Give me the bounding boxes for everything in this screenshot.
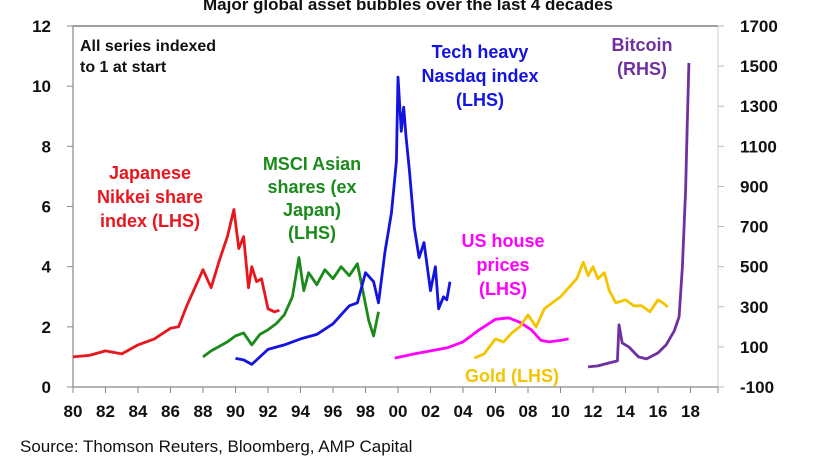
y-right-tick-label: 1100: [740, 137, 777, 156]
series-line-tech-heavy-nasdaq-index-lhs: [235, 75, 452, 366]
x-tick-label: 08: [519, 402, 538, 421]
y-right-tick-label: 1700: [740, 17, 778, 36]
series-line-msci-asian-shares-ex-japan-lhs: [202, 256, 380, 359]
y-right-tick-label: 1300: [740, 97, 778, 116]
x-tick-label: 84: [129, 402, 148, 421]
x-tick-label: 14: [616, 402, 635, 421]
series-line-gold-lhs: [473, 260, 669, 360]
x-tick-label: 00: [389, 402, 408, 421]
x-tick-label: 90: [226, 402, 245, 421]
series-label: (LHS): [456, 90, 504, 110]
y-left-tick-label: 2: [42, 318, 51, 337]
series-label: MSCI Asian: [263, 154, 361, 174]
y-right-tick-label: 500: [740, 258, 768, 277]
x-tick-label: 12: [584, 402, 603, 421]
chart-title: Major global asset bubbles over the last…: [203, 0, 613, 14]
series-label: Gold (LHS): [465, 366, 559, 386]
series-line-us-house-prices-lhs: [394, 316, 569, 360]
series-label: US house: [461, 231, 544, 251]
series-label: Japan): [283, 200, 341, 220]
series-label: shares (ex: [267, 177, 356, 197]
y-right-tick-label: -100: [740, 378, 774, 397]
y-left-tick-label: 4: [42, 258, 52, 277]
axes: 024681012-100100300500700900110013001500…: [32, 17, 778, 421]
y-left-tick-label: 0: [42, 378, 51, 397]
x-tick-label: 96: [324, 402, 343, 421]
series-label: (LHS): [288, 223, 336, 243]
series-lines: [72, 62, 691, 369]
x-tick-label: 98: [356, 402, 375, 421]
y-right-tick-label: 700: [740, 218, 768, 237]
x-tick-label: 94: [291, 402, 310, 421]
series-label: index (LHS): [100, 211, 200, 231]
series-label: Nasdaq index: [421, 66, 538, 86]
series-line-japanese-nikkei-share-index-lhs: [72, 208, 280, 359]
source-note: Source: Thomson Reuters, Bloomberg, AMP …: [20, 437, 412, 456]
y-right-tick-label: 900: [740, 177, 768, 196]
y-right-tick-label: 1500: [740, 57, 778, 76]
x-tick-label: 04: [454, 402, 473, 421]
x-tick-label: 92: [259, 402, 278, 421]
y-left-tick-label: 12: [32, 17, 51, 36]
series-label: Nikkei share: [97, 187, 203, 207]
y-left-tick-label: 6: [42, 198, 51, 217]
series-label: prices: [476, 255, 529, 275]
x-tick-label: 88: [194, 402, 213, 421]
y-left-tick-label: 8: [42, 137, 51, 156]
index-note-line-1: All series indexed: [80, 38, 216, 55]
x-tick-label: 16: [649, 402, 668, 421]
x-tick-label: 82: [96, 402, 115, 421]
series-labels: Japanese Nikkei share index (LHS) MSCI Asia…: [97, 35, 673, 386]
series-line-bitcoin-rhs: [587, 62, 691, 369]
y-right-tick-label: 300: [740, 298, 768, 317]
series-label: (LHS): [479, 279, 527, 299]
series-label: (RHS): [617, 59, 667, 79]
x-tick-label: 86: [161, 402, 180, 421]
y-right-tick-label: 100: [740, 338, 768, 357]
index-note-line-2: to 1 at start: [80, 59, 167, 76]
x-tick-label: 18: [681, 402, 700, 421]
x-tick-label: 06: [486, 402, 505, 421]
series-label: Bitcoin: [612, 35, 673, 55]
series-label: Japanese: [109, 163, 191, 183]
y-left-tick-label: 10: [32, 77, 51, 96]
series-label: Tech heavy: [432, 42, 529, 62]
x-tick-label: 80: [64, 402, 83, 421]
x-tick-label: 02: [421, 402, 440, 421]
x-tick-label: 10: [551, 402, 570, 421]
